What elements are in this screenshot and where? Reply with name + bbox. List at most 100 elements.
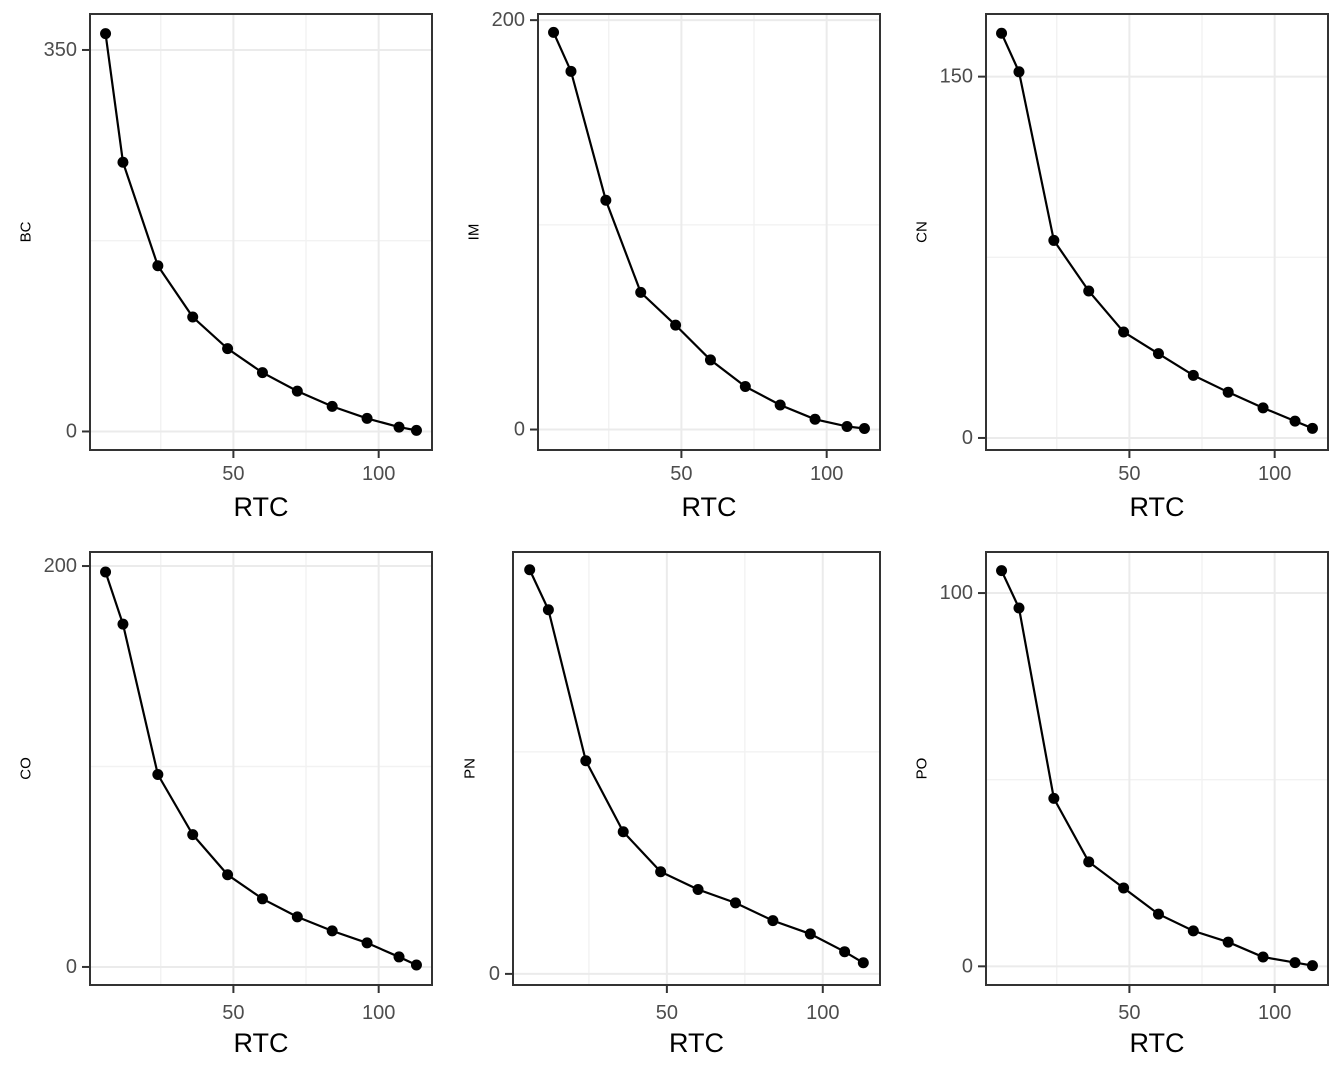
y-axis-title: CN <box>914 221 931 243</box>
data-point <box>524 564 536 576</box>
x-tick-label: 100 <box>362 463 395 485</box>
panel-border <box>89 551 433 986</box>
data-point <box>767 915 779 927</box>
subplot-co: 50 100 200 0 RTC CO <box>18 551 433 1058</box>
data-point <box>256 893 268 905</box>
data-point <box>841 420 853 432</box>
data-point <box>739 381 751 393</box>
y-axis-title: IM <box>466 224 483 241</box>
x-tick-label: 50 <box>222 463 244 485</box>
data-point <box>1257 402 1269 414</box>
data-point <box>548 26 560 38</box>
data-point <box>187 829 199 841</box>
data-point <box>410 424 422 436</box>
panel-background <box>513 552 880 985</box>
x-axis-title: RTC <box>233 492 288 522</box>
y-tick-label: 0 <box>962 427 973 449</box>
x-axis-title: RTC <box>669 1028 724 1058</box>
y-tick-label: 0 <box>514 419 525 441</box>
data-point <box>291 385 303 397</box>
panel-border <box>985 551 1329 986</box>
y-axis-title: PN <box>462 758 479 779</box>
panel-background <box>986 552 1328 985</box>
data-point <box>996 27 1008 39</box>
subplot-cell-cn: 50 100 150 0 RTC CN <box>896 0 1344 530</box>
data-point <box>1152 348 1164 360</box>
data-point <box>1306 422 1318 434</box>
data-point <box>857 957 869 969</box>
data-point <box>1306 960 1318 972</box>
subplot-bc: 50 100 350 0 RTC BC <box>18 13 433 522</box>
subplot-cell-pn: 50 100 0 RTC PN <box>448 530 896 1075</box>
x-tick-label: 50 <box>670 463 692 485</box>
data-point <box>1152 908 1164 920</box>
data-point <box>222 343 234 355</box>
y-tick-label: 200 <box>492 9 525 31</box>
data-point <box>804 928 816 940</box>
data-point <box>1222 386 1234 398</box>
data-point <box>326 400 338 412</box>
data-point <box>222 869 234 881</box>
y-tick-label: 0 <box>66 420 77 442</box>
data-point <box>1048 234 1060 246</box>
data-point <box>393 951 405 963</box>
subplot-im: 50 100 200 0 RTC IM <box>466 9 881 522</box>
data-point <box>256 367 268 379</box>
data-point <box>1187 369 1199 381</box>
data-point <box>361 412 373 424</box>
data-point <box>393 421 405 433</box>
data-point <box>117 618 129 630</box>
data-point <box>1118 882 1130 894</box>
y-axis-title: PO <box>914 758 931 780</box>
data-point <box>326 925 338 937</box>
data-point <box>1187 925 1199 937</box>
data-point <box>187 311 199 323</box>
y-tick-label: 350 <box>44 39 77 61</box>
data-point <box>542 604 554 616</box>
data-point <box>1118 326 1130 338</box>
data-point <box>580 755 592 767</box>
data-point <box>100 566 112 578</box>
panel-background <box>90 552 432 985</box>
panel-border <box>512 551 881 986</box>
data-point <box>774 399 786 411</box>
x-tick-label: 50 <box>656 1002 678 1024</box>
x-axis-title: RTC <box>1129 1028 1184 1058</box>
subplot-pn: 50 100 0 RTC PN <box>462 551 881 1058</box>
data-point <box>617 826 629 838</box>
y-tick-label: 150 <box>940 66 973 88</box>
data-point <box>1289 415 1301 427</box>
data-point <box>635 286 647 298</box>
data-point <box>100 28 112 40</box>
data-point <box>1083 856 1095 868</box>
data-point <box>361 937 373 949</box>
data-point <box>1257 951 1269 963</box>
data-point <box>670 319 682 331</box>
x-tick-label: 100 <box>810 463 843 485</box>
data-point <box>410 959 422 971</box>
data-point <box>600 194 612 206</box>
x-tick-label: 100 <box>806 1002 839 1024</box>
x-tick-label: 50 <box>1118 463 1140 485</box>
panel-background <box>538 14 880 450</box>
data-point <box>809 413 821 425</box>
data-point <box>729 897 741 909</box>
x-axis-title: RTC <box>233 1028 288 1058</box>
panel-border <box>537 13 881 451</box>
data-point <box>1222 936 1234 948</box>
x-tick-label: 50 <box>1118 1002 1140 1024</box>
data-point <box>1083 285 1095 297</box>
y-axis-title: BC <box>18 221 35 242</box>
data-point <box>1289 957 1301 969</box>
data-point <box>655 866 667 878</box>
y-axis-title: CO <box>18 757 35 780</box>
data-point <box>858 423 870 435</box>
y-tick-label: 0 <box>489 963 500 985</box>
x-tick-label: 100 <box>1258 463 1291 485</box>
data-point <box>152 769 164 781</box>
subplot-po: 50 100 100 0 RTC PO <box>914 551 1329 1058</box>
data-point <box>117 156 129 168</box>
y-tick-label: 100 <box>940 582 973 604</box>
x-tick-label: 100 <box>1258 1002 1291 1024</box>
